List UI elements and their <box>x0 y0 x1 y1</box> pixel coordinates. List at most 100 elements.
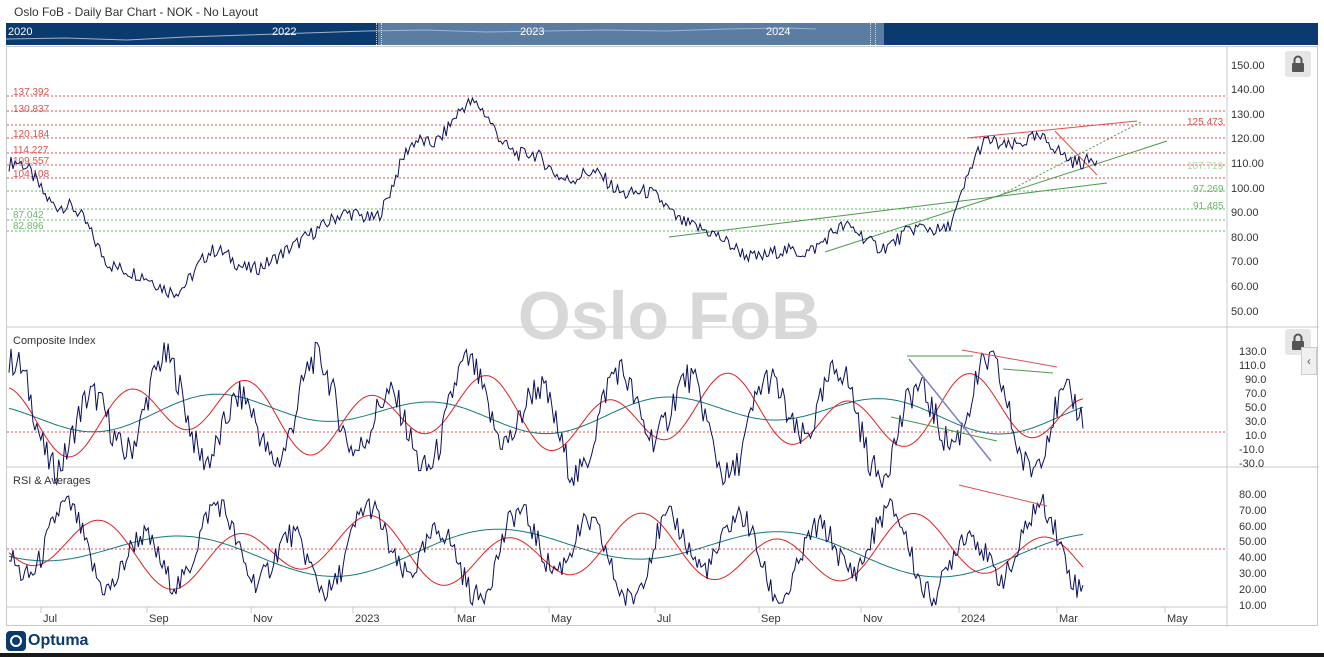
x-tick: Nov <box>863 613 883 625</box>
level-label-right: 97.269 <box>1193 184 1224 195</box>
price-trendlines[interactable] <box>668 120 1168 253</box>
navigator-year-2020: 2020 <box>8 26 33 38</box>
rsi-line[interactable] <box>8 493 1084 607</box>
composite-panel-lock-icon[interactable] <box>1285 329 1311 355</box>
navigator-year-2024: 2024 <box>766 26 791 38</box>
y-tick: 30.0 <box>1245 416 1266 428</box>
x-tick: May <box>551 613 572 625</box>
divergence-line-green[interactable] <box>890 416 998 442</box>
y-tick: -30.0 <box>1239 458 1264 470</box>
chart-canvas[interactable]: Oslo FoB 137.392 130.837 120.184 114.227… <box>7 47 1319 627</box>
y-tick: 10.00 <box>1239 600 1267 612</box>
y-tick: 110.00 <box>1231 158 1264 170</box>
divergence-line-purple[interactable] <box>908 358 992 462</box>
y-tick: 10.0 <box>1245 430 1266 442</box>
navigator-year-2022: 2022 <box>272 26 297 38</box>
divergence-line-red[interactable] <box>961 349 1058 368</box>
rsi-panel-title: RSI & Averages <box>13 475 91 487</box>
y-tick: 40.00 <box>1239 552 1267 564</box>
y-tick: 90.00 <box>1231 207 1259 219</box>
level-label: 120.184 <box>13 129 50 140</box>
collapse-panel-chevron-icon[interactable]: ‹ <box>1301 347 1317 375</box>
composite-y-axis[interactable]: 130.0 110.0 90.0 70.0 50.0 30.0 10.0 -10… <box>1239 346 1267 470</box>
y-tick: 80.00 <box>1239 489 1267 501</box>
trendline-green[interactable] <box>824 140 1168 253</box>
y-tick: 50.00 <box>1239 536 1267 548</box>
composite-fast-average <box>8 372 1084 458</box>
level-label: 82.896 <box>13 221 44 232</box>
x-tick: Jul <box>657 613 671 625</box>
level-label-right: 91.485 <box>1193 201 1224 212</box>
y-tick: 110.0 <box>1239 360 1266 372</box>
optuma-logo: Optuma <box>6 630 88 652</box>
level-label: 87.042 <box>13 210 44 221</box>
y-tick: 70.00 <box>1231 256 1259 268</box>
navigator-left-handle[interactable] <box>376 23 382 45</box>
y-tick: 30.00 <box>1239 568 1267 580</box>
x-tick: Sep <box>149 613 169 625</box>
y-tick: 90.0 <box>1245 374 1266 386</box>
x-tick: Jul <box>43 613 57 625</box>
chart-area[interactable]: Oslo FoB 137.392 130.837 120.184 114.227… <box>6 46 1319 627</box>
trendline-red[interactable] <box>1054 130 1098 176</box>
y-tick: 130.0 <box>1239 346 1267 358</box>
x-tick: May <box>1167 613 1188 625</box>
level-label-right: 107.719 <box>1187 161 1224 172</box>
optuma-logo-text: Optuma <box>28 632 89 649</box>
y-tick: 70.0 <box>1245 388 1266 400</box>
watermark: Oslo FoB <box>518 278 820 354</box>
composite-index-line[interactable] <box>8 341 1084 488</box>
level-label: 137.392 <box>13 87 50 98</box>
y-tick: -10.0 <box>1239 444 1264 456</box>
y-tick: 100.00 <box>1231 183 1265 195</box>
composite-slow-average <box>8 393 1084 435</box>
lock-icon <box>1292 55 1304 72</box>
price-level-labels: 137.392 130.837 120.184 114.227 109.557 … <box>13 87 1224 232</box>
y-tick: 80.00 <box>1231 232 1259 244</box>
y-tick: 120.00 <box>1231 133 1265 145</box>
y-tick: 50.0 <box>1245 402 1266 414</box>
optuma-logo-icon <box>6 631 26 651</box>
x-tick: Mar <box>457 613 476 625</box>
y-tick: 60.00 <box>1231 281 1259 293</box>
level-label: 130.837 <box>13 104 50 115</box>
rsi-slow-average <box>8 528 1084 578</box>
y-tick: 20.00 <box>1239 584 1267 596</box>
price-y-axis[interactable]: 150.00 140.00 130.00 120.00 110.00 100.0… <box>1231 60 1265 318</box>
y-tick: 130.00 <box>1231 109 1265 121</box>
x-tick: Sep <box>761 613 781 625</box>
composite-panel-title: Composite Index <box>13 335 96 347</box>
composite-divergence-lines[interactable] <box>890 349 1058 462</box>
level-label-right: 125.473 <box>1187 117 1224 128</box>
chart-title: Oslo FoB - Daily Bar Chart - NOK - No La… <box>14 5 259 19</box>
navigator-right-handle[interactable] <box>870 23 876 45</box>
bottom-status-bar <box>0 653 1324 657</box>
x-axis-ticks <box>40 607 1166 613</box>
divergence-line-green[interactable] <box>1002 368 1054 374</box>
y-tick: 70.00 <box>1239 505 1267 517</box>
x-tick: Mar <box>1059 613 1078 625</box>
x-tick: 2024 <box>961 613 985 625</box>
rsi-divergence-line-red[interactable] <box>958 484 1048 507</box>
level-label: 109.557 <box>13 156 50 167</box>
level-label: 104.108 <box>13 169 50 180</box>
x-tick: 2023 <box>355 613 379 625</box>
y-tick: 150.00 <box>1231 60 1265 72</box>
price-panel-lock-icon[interactable] <box>1285 51 1311 77</box>
x-axis[interactable]: Jul Sep Nov 2023 Mar May Jul Sep Nov 202… <box>43 613 1188 625</box>
trendline-green[interactable] <box>668 182 1108 238</box>
logo-mark-shape <box>10 635 22 647</box>
price-levels <box>7 95 1227 232</box>
price-series-line[interactable] <box>8 96 1098 299</box>
y-tick: 50.00 <box>1231 306 1259 318</box>
x-tick: Nov <box>253 613 273 625</box>
rsi-y-axis[interactable]: 80.00 70.00 60.00 50.00 40.00 30.00 20.0… <box>1239 489 1267 612</box>
rsi-fast-average <box>8 512 1084 590</box>
trendline-red[interactable] <box>966 120 1138 139</box>
y-tick: 60.00 <box>1239 521 1267 533</box>
navigator-window[interactable] <box>378 23 884 45</box>
time-navigator[interactable]: 2020 2022 2023 2024 <box>6 23 1318 45</box>
level-label: 114.227 <box>13 145 49 156</box>
navigator-year-2023: 2023 <box>520 26 545 38</box>
y-tick: 140.00 <box>1231 84 1265 96</box>
